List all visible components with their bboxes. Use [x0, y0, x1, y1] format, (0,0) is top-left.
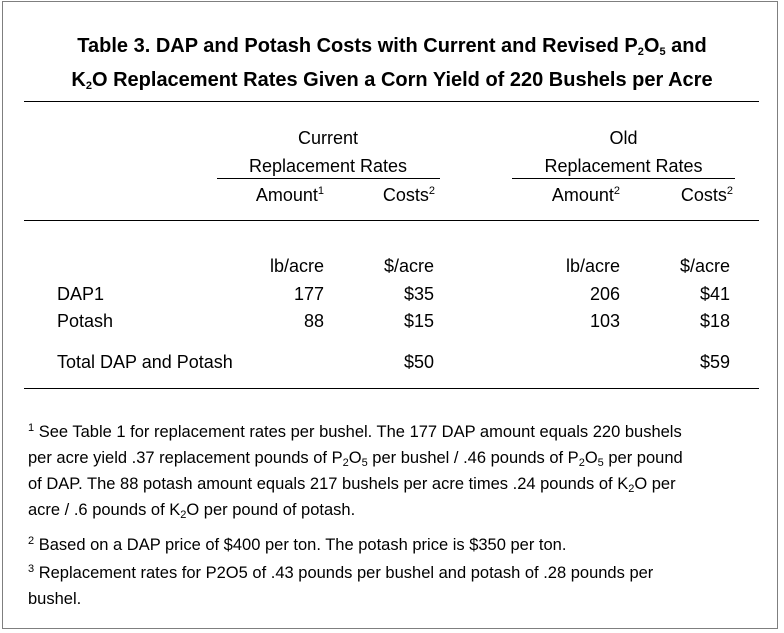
footnote-1: 1 See Table 1 for replacement rates per … [28, 422, 683, 521]
group-current-rule [217, 178, 440, 179]
potash-old-cost: $18 [699, 311, 730, 331]
total-current-cost: $50 [403, 352, 434, 372]
current-amount-header: Amount1 [255, 185, 324, 205]
table-title-line1: Table 3. DAP and Potash Costs with Curre… [77, 35, 707, 58]
row-label-total: Total DAP and Potash [57, 352, 233, 372]
footnote-3: 3 Replacement rates for P2O5 of .43 poun… [28, 563, 654, 609]
table-bottom-rule [24, 388, 759, 389]
group-old-rule [512, 178, 735, 179]
row-label-potash: Potash [57, 311, 114, 331]
group-old-line1: Old [609, 128, 638, 148]
group-current-line2: Replacement Rates [248, 156, 408, 176]
current-cost-unit: $/acre [383, 256, 434, 276]
dap-current-cost: $35 [403, 284, 434, 304]
old-amount-unit: lb/acre [565, 256, 620, 276]
potash-current-amount: 88 [303, 311, 324, 331]
header-rule [24, 220, 759, 221]
current-costs-header: Costs2 [382, 185, 435, 205]
footnote-2: 2 Based on a DAP price of $400 per ton. … [28, 535, 567, 555]
group-old-line2: Replacement Rates [544, 156, 703, 176]
dap-old-cost: $41 [699, 284, 730, 304]
old-cost-unit: $/acre [679, 256, 730, 276]
potash-current-cost: $15 [403, 311, 434, 331]
potash-old-amount: 103 [589, 311, 620, 331]
title-rule [24, 101, 759, 102]
group-current-line1: Current [297, 128, 359, 148]
dap-old-amount: 206 [589, 284, 620, 304]
dap-current-amount: 177 [293, 284, 324, 304]
old-costs-header: Costs2 [680, 185, 733, 205]
table-title-line2: K2O Replacement Rates Given a Corn Yield… [71, 69, 713, 92]
current-amount-unit: lb/acre [269, 256, 324, 276]
total-old-cost: $59 [699, 352, 730, 372]
old-amount-header: Amount2 [551, 185, 620, 205]
row-label-dap: DAP1 [57, 284, 105, 304]
